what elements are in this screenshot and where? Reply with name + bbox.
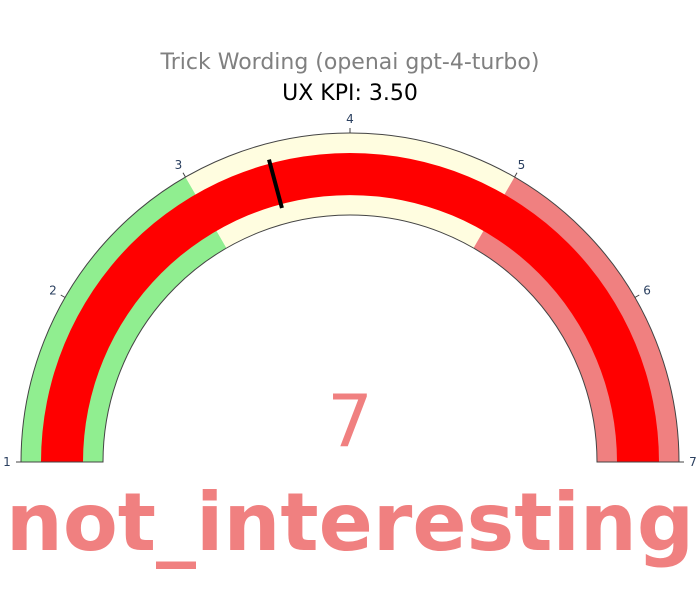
chart-title: Trick Wording (openai gpt-4-turbo) — [160, 50, 540, 75]
gauge-tick-label-4: 4 — [346, 112, 354, 126]
gauge-tick-label-3: 3 — [175, 158, 183, 172]
gauge-tick-label-6: 6 — [643, 284, 651, 298]
gauge-tick-mark-5 — [514, 172, 518, 178]
gauge-tick-mark-2 — [60, 294, 66, 298]
gauge-tick-label-7: 7 — [689, 455, 697, 469]
gauge-tick-mark-6 — [634, 294, 640, 298]
gauge-outline-group — [20, 132, 680, 463]
gauge-tick-label-1: 1 — [3, 455, 11, 469]
gauge-tick-label-2: 2 — [49, 284, 57, 298]
gauge-threshold-marker — [267, 159, 284, 209]
gauge-tick-label-5: 5 — [518, 158, 526, 172]
gauge-value: 7 — [327, 379, 373, 463]
chart-subtitle: UX KPI: 3.50 — [282, 81, 418, 106]
gauge-bar-group — [41, 153, 659, 462]
gauge-bar — [41, 153, 659, 462]
gauge-tick-mark-3 — [182, 172, 186, 178]
gauge-outline — [20, 132, 680, 463]
category-label: not_interesting — [6, 476, 694, 569]
gauge-ticks: 1 2 3 4 5 6 7 — [3, 112, 697, 469]
gauge-threshold-group — [267, 159, 284, 209]
